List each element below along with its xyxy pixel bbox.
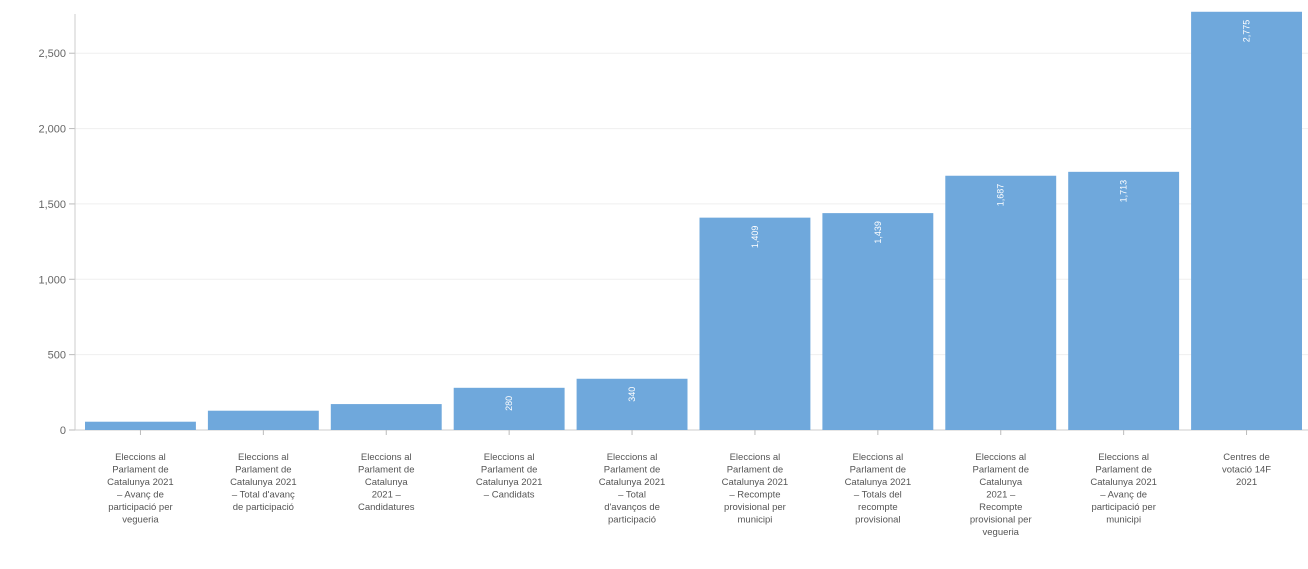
- x-category-label: Centres de votació 14F 2021: [1222, 452, 1271, 488]
- x-category-label: Eleccions al Parlament de Catalunya 2021– …: [722, 452, 789, 526]
- x-category-label: Eleccions al Parlament de Catalunya 2021– …: [476, 452, 543, 501]
- data-label: 280: [504, 396, 514, 411]
- x-category-label: Eleccions al Parlament de Catalunya 2021– …: [1090, 452, 1157, 526]
- bar[interactable]: [453, 387, 565, 430]
- data-labels: 280 340 1,409 1,439 1,687 1,713 2,775: [504, 20, 1251, 411]
- bar[interactable]: [576, 378, 688, 430]
- bar[interactable]: [822, 213, 934, 430]
- y-tick-label: 0: [60, 425, 66, 437]
- bar[interactable]: [945, 175, 1057, 430]
- y-tick-label: 2,500: [38, 48, 66, 60]
- bar[interactable]: [330, 404, 442, 430]
- y-tick-label: 500: [48, 350, 66, 362]
- bar[interactable]: [1068, 171, 1180, 431]
- bar[interactable]: [207, 410, 319, 430]
- y-tick-label: 1,000: [38, 274, 66, 286]
- data-label: 1,439: [873, 221, 883, 244]
- x-category-label: Eleccions al Parlament de Catalunya 2021– …: [845, 452, 912, 526]
- y-tick-label: 2,000: [38, 124, 66, 136]
- x-category-label: Eleccions al Parlament de Catalunya 2021 – R…: [970, 452, 1032, 538]
- data-label: 1,713: [1119, 180, 1129, 203]
- x-category-label: Eleccions al Parlament de Catalunya 2021– …: [599, 452, 666, 526]
- x-category-label: Eleccions al Parlament de Catalunya 2021 – C…: [358, 452, 415, 513]
- data-label: 1,409: [750, 226, 760, 249]
- x-category-label: Eleccions al Parlament de Catalunya 2021– …: [230, 452, 297, 513]
- x-axis-category-labels: Eleccions al Parlament de Catalunya 2021– …: [107, 452, 1271, 538]
- data-label: 2,775: [1242, 20, 1252, 43]
- data-label: 1,687: [996, 184, 1006, 207]
- y-axis-tick-labels: 0 500 1,000 1,500 2,000 2,500: [38, 48, 66, 437]
- x-category-label: Eleccions al Parlament de Catalunya 2021– …: [107, 452, 174, 526]
- bars: [85, 11, 1302, 431]
- bar[interactable]: [1191, 11, 1302, 431]
- bar[interactable]: [85, 421, 196, 430]
- bar[interactable]: [699, 217, 811, 430]
- y-tick-label: 1,500: [38, 199, 66, 211]
- data-label: 340: [627, 387, 637, 402]
